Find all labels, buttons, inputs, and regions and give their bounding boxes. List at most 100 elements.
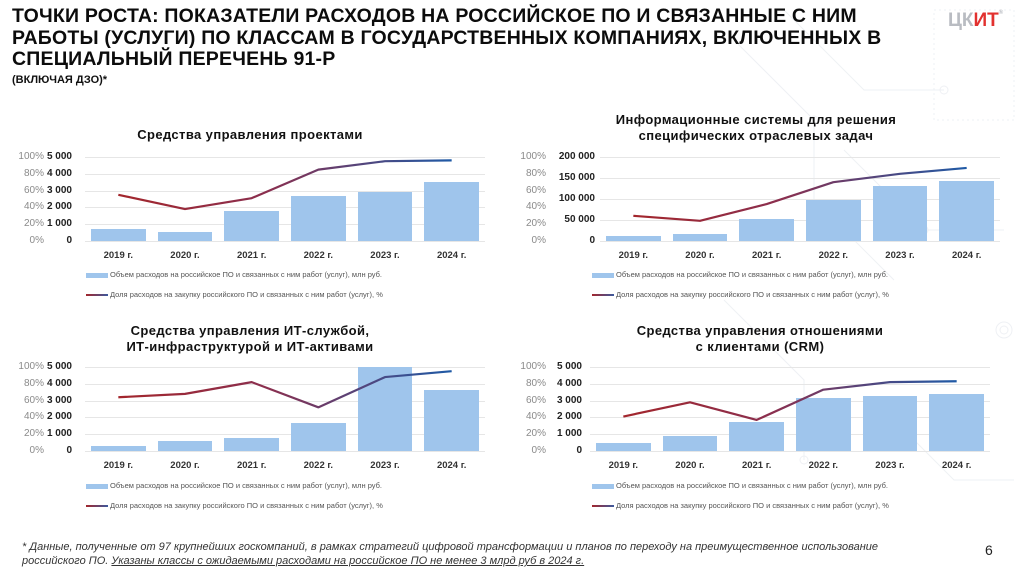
gridline bbox=[85, 241, 485, 242]
bar-2021г bbox=[729, 422, 784, 451]
legend-bar-label: Объем расходов на российское ПО и связан… bbox=[616, 270, 888, 279]
y-axis-tick-percent: 60% bbox=[23, 184, 44, 196]
gridline bbox=[85, 173, 485, 175]
x-axis-label: 2024 г. bbox=[436, 460, 467, 471]
y-axis-tick-value: 1 000 bbox=[556, 428, 582, 440]
x-axis-label: 2020 г. bbox=[170, 460, 200, 471]
legend-line-series: Доля расходов на закупку российского ПО … bbox=[592, 501, 889, 510]
legend-bar-swatch-icon bbox=[86, 272, 108, 278]
gridline bbox=[85, 417, 485, 419]
legend-bar-label: Объем расходов на российское ПО и связан… bbox=[616, 481, 888, 490]
y-axis-tick-value: 150 000 bbox=[558, 172, 595, 183]
gridline bbox=[590, 383, 990, 385]
y-axis-tick-percent: 40% bbox=[23, 411, 44, 423]
y-axis-tick-value: 4 000 bbox=[46, 167, 72, 179]
y-axis-tick-percent: 80% bbox=[525, 167, 546, 179]
y-axis-tick-value: 0 bbox=[576, 445, 582, 456]
y-axis-tick-value: 5 000 bbox=[46, 151, 72, 162]
x-axis-label: 2020 г. bbox=[685, 250, 715, 261]
bar-2024г bbox=[929, 393, 984, 451]
y-axis-tick-percent: 0% bbox=[531, 235, 546, 246]
y-axis-tick-percent: 0% bbox=[29, 235, 44, 246]
x-axis-label: 2019 г. bbox=[103, 250, 134, 261]
y-axis-tick-value: 0 bbox=[589, 235, 595, 246]
legend-line-label: Доля расходов на закупку российского ПО … bbox=[110, 501, 383, 510]
chart-crm: Средства управления отношениями с клиента… bbox=[520, 323, 990, 510]
page-subtitle: (ВКЛЮЧАЯ ДЗО)* bbox=[12, 74, 108, 86]
gridline bbox=[85, 367, 485, 368]
footnote: * Данные, полученные от 97 крупнейших го… bbox=[22, 540, 942, 568]
gridline bbox=[600, 241, 1000, 242]
bar-2019г bbox=[606, 235, 661, 241]
bar-2021г bbox=[224, 437, 279, 451]
bar-2021г bbox=[739, 219, 794, 241]
gridline bbox=[85, 451, 485, 452]
bar-2022г bbox=[796, 398, 851, 451]
y-axis-tick-percent: 80% bbox=[23, 377, 44, 389]
bar-2023г bbox=[872, 186, 928, 241]
legend-line-label: Доля расходов на закупку российского ПО … bbox=[616, 290, 889, 299]
bar-2022г bbox=[291, 423, 346, 451]
chart-title: Средства управления проектами bbox=[0, 127, 500, 143]
legend-line-swatch-icon bbox=[592, 505, 614, 508]
gridline bbox=[590, 400, 990, 402]
bar-2023г bbox=[357, 367, 413, 451]
x-axis-label: 2023 г. bbox=[370, 460, 400, 471]
y-axis-tick-percent: 20% bbox=[23, 218, 44, 230]
bar-2024г bbox=[424, 389, 479, 451]
legend-bar-swatch-icon bbox=[592, 272, 614, 278]
legend-line-series: Доля расходов на закупку российского ПО … bbox=[592, 290, 889, 299]
gridline bbox=[600, 199, 1000, 200]
bar-2019г bbox=[91, 229, 146, 241]
bar-2021г bbox=[224, 210, 279, 241]
page-number: 6 bbox=[985, 542, 993, 558]
x-axis-label: 2024 г. bbox=[436, 250, 467, 261]
page-title: ТОЧКИ РОСТА: ПОКАЗАТЕЛИ РАСХОДОВ НА РОСС… bbox=[12, 5, 882, 70]
y-axis-tick-value: 1 000 bbox=[46, 218, 72, 230]
y-axis-tick-percent: 60% bbox=[525, 184, 546, 196]
y-axis-tick-value: 1 000 bbox=[46, 428, 72, 440]
y-axis-tick-value: 4 000 bbox=[46, 377, 72, 389]
gridline bbox=[85, 190, 485, 192]
legend-bar-series: Объем расходов на российское ПО и связан… bbox=[86, 270, 382, 279]
gridline bbox=[85, 383, 485, 385]
x-axis-label: 2019 г. bbox=[608, 460, 639, 471]
x-axis-label: 2022 г. bbox=[818, 250, 849, 261]
bar-2020г bbox=[157, 440, 213, 451]
legend-bar-swatch-icon bbox=[86, 483, 108, 489]
chart-industry-systems: Информационные системы для решения специф… bbox=[506, 112, 1006, 299]
x-axis-label: 2024 г. bbox=[951, 250, 982, 261]
bar-2020г bbox=[662, 435, 718, 451]
gridline bbox=[600, 178, 1000, 179]
bar-2019г bbox=[91, 445, 146, 451]
y-axis-tick-value: 5 000 bbox=[46, 361, 72, 372]
x-axis-label: 2022 г. bbox=[303, 460, 334, 471]
chart-title: Информационные системы для решения специф… bbox=[506, 112, 1006, 144]
legend-bar-series: Объем расходов на российское ПО и связан… bbox=[592, 270, 888, 279]
bar-2023г bbox=[862, 395, 918, 451]
legend-bar-series: Объем расходов на российское ПО и связан… bbox=[592, 481, 888, 490]
chart-project-management: Средства управления проектами 0 1 000 2 000… bbox=[0, 0, 512, 310]
legend-bar-series: Объем расходов на российское ПО и связан… bbox=[86, 481, 382, 490]
y-axis-tick-percent: 20% bbox=[525, 218, 546, 230]
y-axis-tick-value: 200 000 bbox=[558, 151, 595, 162]
x-axis-label: 2023 г. bbox=[875, 460, 905, 471]
gridline bbox=[85, 207, 485, 209]
logo-text-gray: ЦК bbox=[948, 10, 974, 31]
y-axis-tick-percent: 0% bbox=[29, 445, 44, 456]
bar-2023г bbox=[357, 192, 413, 241]
chart-title-line: Средства управления проектами bbox=[137, 127, 363, 142]
y-axis-tick-value: 5 000 bbox=[556, 361, 582, 372]
bar-2020г bbox=[672, 233, 728, 241]
y-axis-tick-percent: 40% bbox=[525, 411, 546, 423]
bar-2022г bbox=[291, 195, 346, 241]
x-axis-label: 2023 г. bbox=[370, 250, 400, 261]
y-axis-tick-percent: 100% bbox=[520, 151, 546, 162]
x-axis-label: 2021 г. bbox=[236, 460, 267, 471]
y-axis-tick-value: 3 000 bbox=[46, 184, 72, 196]
chart-title-line: специфических отраслевых задач bbox=[638, 128, 874, 143]
x-axis-label: 2022 г. bbox=[303, 250, 334, 261]
